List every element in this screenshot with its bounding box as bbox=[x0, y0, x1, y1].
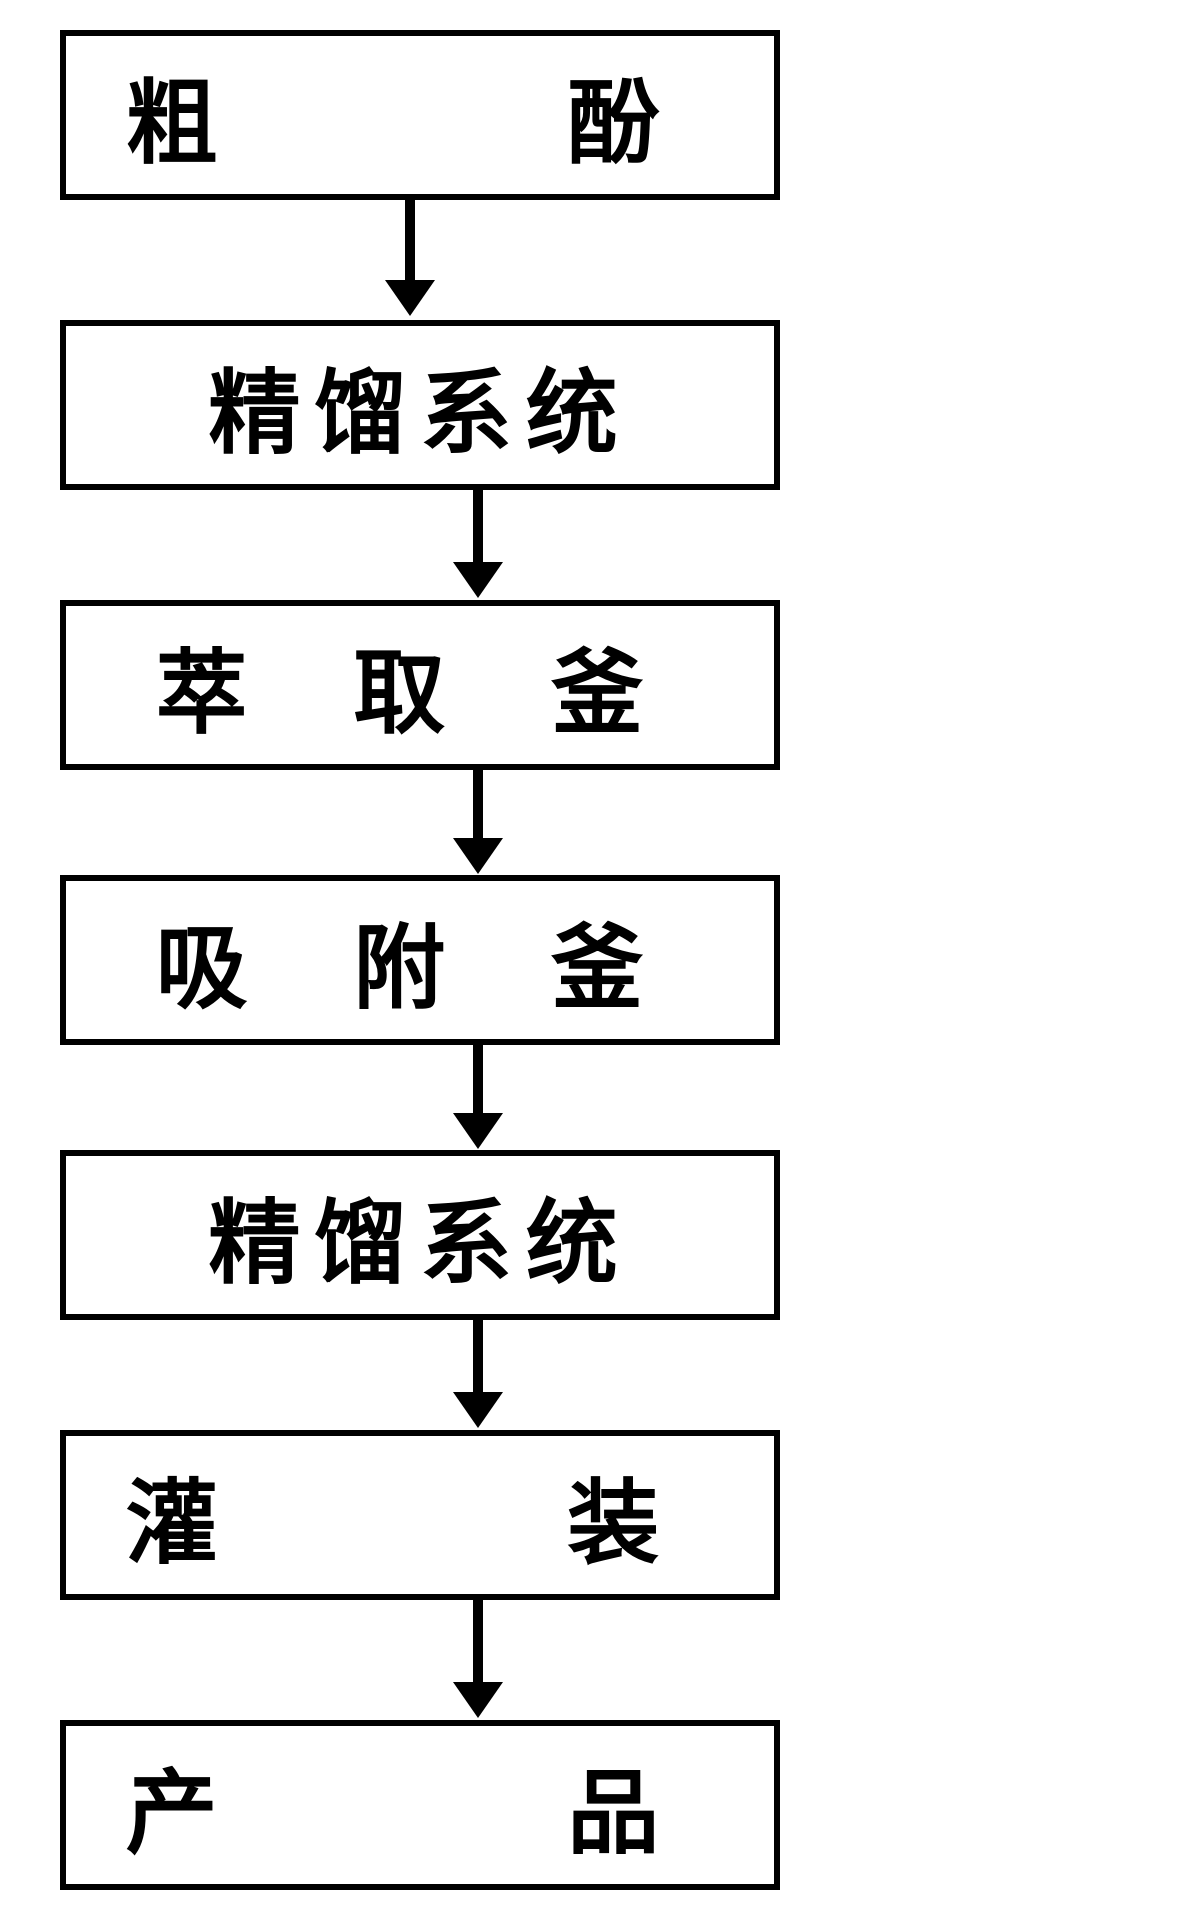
flow-arrow bbox=[385, 200, 435, 316]
flow-node-label: 萃 取 釜 bbox=[156, 619, 685, 752]
flow-node-label: 精馏系统 bbox=[208, 339, 631, 472]
flow-node-distillation-1: 精馏系统 bbox=[60, 320, 780, 490]
arrow-shaft bbox=[405, 200, 415, 280]
arrow-shaft bbox=[473, 490, 483, 562]
flow-node-label: 灌 装 bbox=[126, 1449, 715, 1582]
flow-arrow bbox=[453, 490, 503, 598]
flow-arrow bbox=[453, 1320, 503, 1428]
arrow-head-icon bbox=[385, 280, 435, 316]
flow-arrow bbox=[453, 770, 503, 874]
flow-node-extraction: 萃 取 釜 bbox=[60, 600, 780, 770]
arrow-shaft bbox=[473, 770, 483, 838]
arrow-shaft bbox=[473, 1045, 483, 1113]
flow-node-label: 产 品 bbox=[126, 1739, 715, 1872]
arrow-head-icon bbox=[453, 1113, 503, 1149]
flow-node-label: 精馏系统 bbox=[208, 1169, 631, 1302]
flow-node-label: 吸 附 釜 bbox=[156, 894, 685, 1027]
arrow-shaft bbox=[473, 1600, 483, 1682]
flow-node-label: 粗 酚 bbox=[126, 49, 715, 182]
flow-arrow bbox=[453, 1045, 503, 1149]
arrow-head-icon bbox=[453, 1682, 503, 1718]
flowchart-container: 粗 酚 精馏系统 萃 取 釜 吸 附 釜 精馏系统 灌 装 产 品 bbox=[0, 0, 1179, 1930]
flow-node-distillation-2: 精馏系统 bbox=[60, 1150, 780, 1320]
arrow-head-icon bbox=[453, 1392, 503, 1428]
flow-node-product: 产 品 bbox=[60, 1720, 780, 1890]
flow-arrow bbox=[453, 1600, 503, 1718]
flow-node-filling: 灌 装 bbox=[60, 1430, 780, 1600]
arrow-head-icon bbox=[453, 562, 503, 598]
arrow-head-icon bbox=[453, 838, 503, 874]
flow-node-adsorption: 吸 附 釜 bbox=[60, 875, 780, 1045]
arrow-shaft bbox=[473, 1320, 483, 1392]
flow-node-crude-phenol: 粗 酚 bbox=[60, 30, 780, 200]
